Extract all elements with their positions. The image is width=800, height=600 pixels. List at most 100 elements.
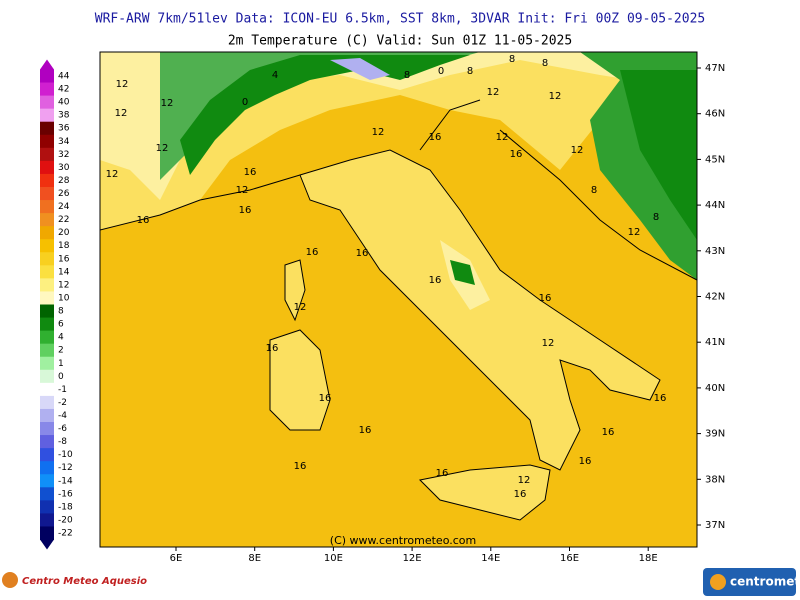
contour-label: 16: [239, 205, 252, 216]
colorbar-label: -10: [58, 450, 73, 460]
colorbar-label: 28: [58, 176, 70, 186]
lat-tick-label: 39N: [705, 429, 725, 440]
colorbar-label: 1: [58, 359, 64, 369]
contour-label: 16: [429, 275, 442, 286]
colorbar-label: 34: [58, 137, 70, 147]
left-logo: Centro Meteo Aquesio: [2, 572, 147, 588]
lat-tick-label: 47N: [705, 63, 725, 74]
colorbar-swatch: [40, 291, 54, 305]
colorbar-swatch: [40, 526, 54, 541]
colorbar-swatch: [40, 395, 54, 410]
lon-tick-label: 16E: [560, 553, 579, 564]
contour-label: 8: [542, 58, 548, 69]
colorbar-label: 18: [58, 241, 70, 251]
contour-label: 16: [137, 215, 150, 226]
contour-label: 12: [628, 227, 641, 238]
colorbar-swatch: [40, 252, 54, 266]
colorbar-label: 26: [58, 189, 70, 199]
contour-label: 12: [294, 302, 307, 313]
colorbar-label: -6: [58, 424, 67, 434]
colorbar-label: -8: [58, 437, 67, 447]
contour-label: 16: [514, 489, 527, 500]
colorbar-label: 14: [58, 267, 70, 277]
lon-tick-label: 10E: [324, 553, 343, 564]
lat-tick-label: 38N: [705, 474, 725, 485]
colorbar-label: -1: [58, 385, 67, 395]
colorbar-swatch: [40, 278, 54, 292]
colorbar-swatch: [40, 82, 54, 97]
colorbar-label: 36: [58, 124, 70, 134]
colorbar-swatch: [40, 121, 54, 136]
contour-label: 12: [372, 127, 385, 138]
right-logo-text: centrometeo: [730, 575, 800, 589]
colorbar-label: 30: [58, 163, 70, 173]
colorbar-swatch: [40, 513, 54, 527]
contour-label: 12: [236, 185, 249, 196]
contour-label: 16: [539, 293, 552, 304]
lon-tick-label: 8E: [248, 553, 261, 564]
colorbar-label: -18: [58, 502, 73, 512]
left-logo-text: Centro Meteo Aquesio: [22, 576, 147, 587]
colorbar-swatch: [40, 200, 54, 214]
colorbar-swatch: [40, 213, 54, 227]
colorbar-swatch: [40, 474, 54, 488]
contour-label: 16: [654, 393, 667, 404]
contour-label: 0: [438, 66, 444, 77]
colorbar-label: 22: [58, 215, 69, 225]
colorbar-label: -20: [58, 515, 73, 525]
colorbar-label: 8: [58, 307, 64, 317]
right-logo: centrometeo: [703, 568, 800, 596]
colorbar-label: 24: [58, 202, 70, 212]
contour-label: 12: [116, 79, 129, 90]
contour-label: 8: [653, 212, 659, 223]
colorbar-swatch: [40, 108, 54, 123]
colorbar-swatch: [40, 95, 54, 110]
colorbar-swatch: [40, 408, 54, 423]
contour-label: 12: [161, 98, 174, 109]
lon-tick-label: 6E: [170, 553, 183, 564]
colorbar-label: 6: [58, 320, 64, 330]
colorbar-swatch: [40, 356, 54, 371]
contour-label: 16: [319, 393, 332, 404]
colorbar: 4442403836343230282624222018161412108642…: [40, 59, 73, 550]
colorbar-label: 0: [58, 372, 64, 382]
contour-label: 0: [242, 97, 248, 108]
colorbar-label: -2: [58, 398, 67, 408]
colorbar-label: -4: [58, 411, 67, 421]
colorbar-label: 38: [58, 111, 70, 121]
lat-tick-label: 41N: [705, 337, 725, 348]
contour-label: 8: [591, 185, 597, 196]
contour-label: 12: [115, 108, 128, 119]
contour-label: 16: [510, 149, 523, 160]
map-frame: [99, 51, 698, 548]
colorbar-swatch: [40, 330, 54, 345]
colorbar-swatch: [40, 173, 54, 188]
colorbar-label: 4: [58, 333, 64, 343]
lat-tick-label: 44N: [705, 200, 725, 211]
lon-tick-label: 12E: [403, 553, 422, 564]
lat-tick-label: 42N: [705, 292, 725, 303]
contour-label: 16: [429, 132, 442, 143]
colorbar-label: 12: [58, 280, 69, 290]
colorbar-swatch: [40, 160, 54, 175]
map-field: [100, 52, 697, 547]
colorbar-label: 16: [58, 254, 70, 264]
contour-label: 12: [487, 87, 500, 98]
contour-label: 12: [571, 145, 584, 156]
contour-label: 16: [602, 427, 615, 438]
header-line2: 2m Temperature (C) Valid: Sun 01Z 11-05-…: [228, 34, 572, 49]
colorbar-swatch: [40, 487, 54, 501]
contour-label: 16: [356, 248, 369, 259]
colorbar-label: 42: [58, 85, 69, 95]
contour-label: 16: [579, 456, 592, 467]
colorbar-swatch: [40, 226, 54, 240]
contour-label: 16: [306, 247, 319, 258]
contour-label: 12: [106, 169, 119, 180]
contour-label: 12: [549, 91, 562, 102]
lon-tick-label: 18E: [639, 553, 658, 564]
contour-label: 8: [509, 54, 515, 65]
contour-label: 16: [436, 468, 449, 479]
colorbar-label: -22: [58, 529, 73, 539]
contour-label: 16: [266, 343, 279, 354]
